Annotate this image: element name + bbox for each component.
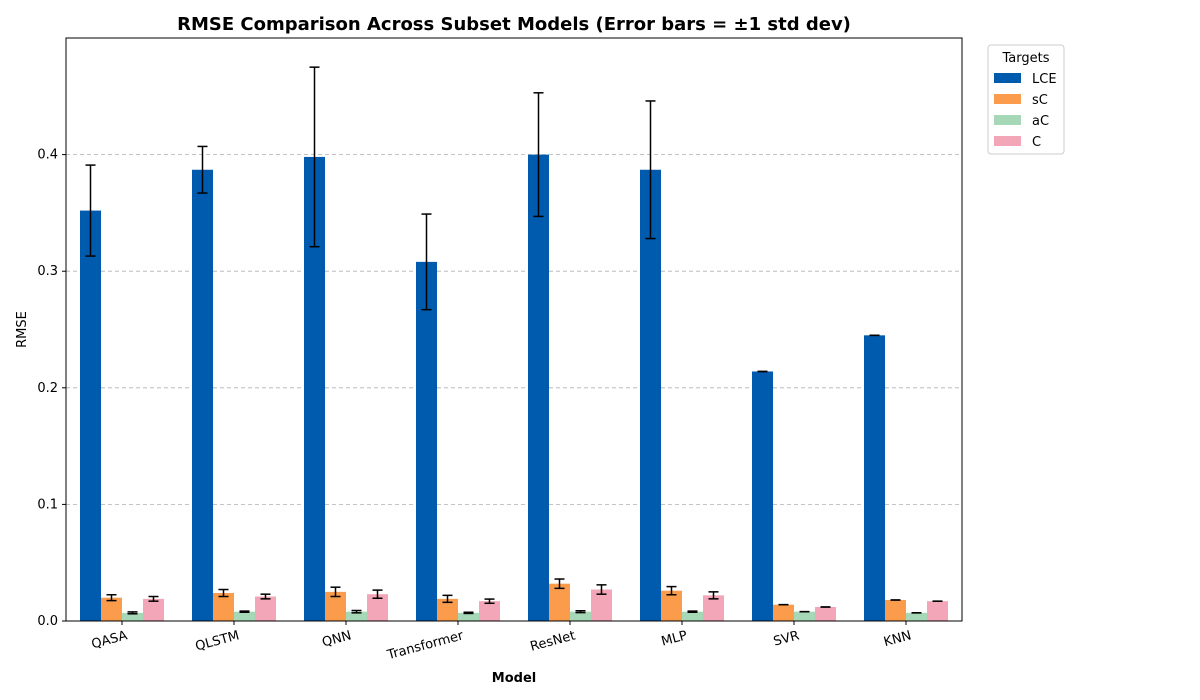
bar-C-QLSTM	[255, 596, 276, 621]
x-tick-label: Transformer	[385, 628, 466, 663]
bar-sC-Transformer	[437, 598, 458, 621]
bar-LCE-Transformer	[416, 261, 437, 621]
bars	[80, 154, 948, 621]
legend-swatch-C	[994, 136, 1021, 146]
y-tick-label: 0.3	[37, 264, 58, 279]
bar-C-Transformer	[479, 601, 500, 621]
legend-box	[987, 44, 1065, 155]
bar-C-SVR	[815, 607, 836, 621]
bar-aC-KNN	[906, 612, 927, 621]
x-tick-label: QNN	[320, 628, 353, 650]
bar-C-QASA	[143, 598, 164, 621]
x-tick-label: KNN	[882, 628, 913, 650]
bar-C-ResNet	[591, 589, 612, 621]
x-tick-label: ResNet	[529, 628, 577, 654]
legend-swatch-aC	[994, 115, 1021, 125]
bar-LCE-QLSTM	[192, 169, 213, 621]
bar-sC-QLSTM	[213, 593, 234, 621]
y-tick-label: 0.2	[37, 381, 58, 396]
bar-sC-ResNet	[549, 583, 570, 621]
bar-aC-QASA	[122, 612, 143, 621]
legend-swatch-sC	[994, 94, 1021, 104]
bar-aC-SVR	[794, 611, 815, 621]
legend-label-C: C	[1032, 135, 1041, 150]
bar-aC-Transformer	[458, 612, 479, 621]
bar-sC-QASA	[101, 597, 122, 621]
bar-aC-QLSTM	[234, 611, 255, 621]
bar-LCE-SVR	[752, 371, 773, 621]
bar-aC-MLP	[682, 611, 703, 621]
bar-C-QNN	[367, 594, 388, 621]
bar-LCE-KNN	[864, 335, 885, 621]
bar-LCE-MLP	[640, 169, 661, 621]
bar-sC-MLP	[661, 590, 682, 621]
bar-sC-SVR	[773, 604, 794, 621]
bar-LCE-QASA	[80, 210, 101, 621]
x-tick-label: SVR	[772, 628, 801, 649]
x-axis-label: Model	[492, 671, 536, 686]
grid-lines	[66, 154, 962, 505]
x-tick-label: QASA	[90, 628, 129, 652]
y-axis-ticks: 0.0 0.1 0.2 0.3 0.4	[37, 148, 66, 629]
bar-aC-ResNet	[570, 611, 591, 621]
error-bars	[85, 66, 943, 615]
y-tick-label: 0.0	[37, 614, 58, 629]
bar-sC-QNN	[325, 591, 346, 621]
legend-label-aC: aC	[1032, 114, 1049, 129]
legend: Targets LCE sC aC C	[987, 44, 1065, 155]
bar-aC-QNN	[346, 611, 367, 621]
legend-label-LCE: LCE	[1032, 72, 1057, 87]
y-tick-label: 0.4	[37, 148, 58, 163]
bar-sC-KNN	[885, 600, 906, 621]
legend-swatch-LCE	[994, 73, 1021, 83]
bar-C-KNN	[927, 601, 948, 621]
bar-LCE-QNN	[304, 156, 325, 621]
x-tick-label: MLP	[660, 628, 689, 649]
legend-label-sC: sC	[1032, 93, 1048, 108]
legend-title: Targets	[1002, 51, 1050, 66]
bar-C-MLP	[703, 595, 724, 621]
y-axis-label: RMSE	[15, 311, 30, 348]
chart-title: RMSE Comparison Across Subset Models (Er…	[177, 14, 851, 35]
x-axis-ticks: QASA QLSTM QNN Transformer ResNet MLP SVR KNN	[90, 621, 913, 663]
plot-area-frame	[65, 37, 963, 622]
bar-LCE-ResNet	[528, 154, 549, 621]
y-tick-label: 0.1	[37, 497, 58, 512]
x-tick-label: QLSTM	[194, 628, 241, 654]
